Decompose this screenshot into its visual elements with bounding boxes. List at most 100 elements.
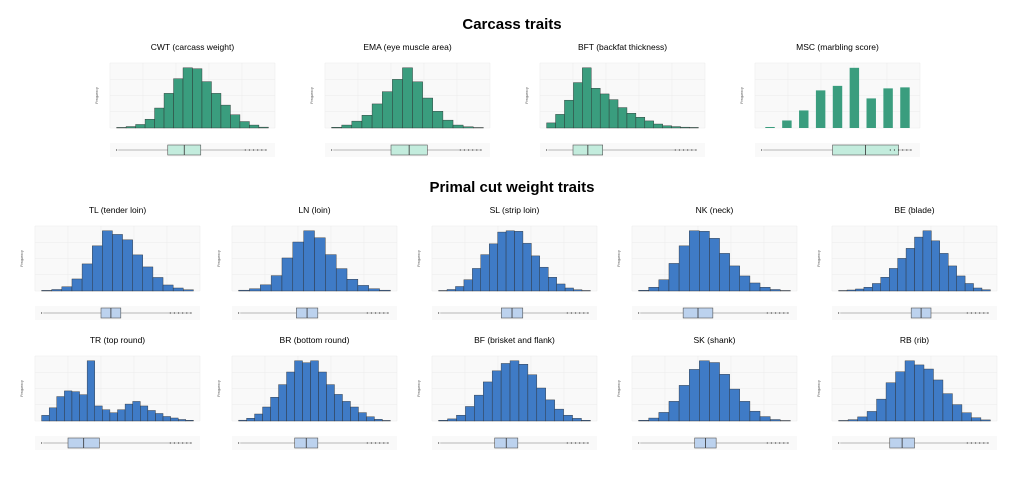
histogram-bar	[699, 231, 710, 292]
outlier-point	[638, 442, 640, 444]
outlier-point	[983, 312, 985, 314]
panel-msc: MSC (marbling score) Frequency	[740, 42, 921, 157]
outlier-point	[783, 312, 785, 314]
panel-be: BE (blade) Frequency	[817, 205, 998, 320]
outlier-point	[587, 312, 589, 314]
outlier-point	[970, 442, 973, 444]
histogram-bar	[132, 401, 141, 422]
histogram-bar	[662, 125, 672, 129]
outlier-point	[370, 312, 373, 314]
histogram-bar	[942, 393, 953, 422]
histogram-bar	[518, 364, 529, 422]
histogram-bar	[178, 419, 187, 422]
histogram-bar	[556, 283, 566, 292]
outlier-point	[687, 149, 689, 151]
y-axis-label: Frequency	[310, 87, 314, 104]
histogram-bar	[41, 415, 50, 422]
outlier-point	[966, 442, 968, 444]
outlier-point	[570, 312, 573, 314]
outlier-point	[987, 312, 989, 314]
outlier-point	[787, 312, 789, 314]
histogram-bar	[883, 88, 893, 128]
histogram-bar	[278, 384, 287, 422]
histogram-bar	[564, 287, 574, 292]
histogram-bar	[866, 411, 877, 422]
panel-ema: EMA (eye muscle area) Frequency	[310, 42, 491, 157]
histogram-bar	[668, 263, 680, 292]
histogram-bar	[71, 278, 83, 292]
outlier-point	[238, 442, 240, 444]
histogram-bar	[79, 394, 88, 422]
histogram-bar	[371, 103, 383, 129]
histogram-bar	[452, 124, 464, 129]
histogram-bar	[94, 405, 103, 422]
histogram-bar	[889, 268, 898, 292]
outlier-point	[383, 312, 385, 314]
panel-tr: TR (top round) Frequency	[20, 335, 201, 450]
histogram-bar	[539, 266, 549, 292]
histogram-bar	[220, 104, 231, 129]
histogram-bar	[292, 241, 304, 292]
histogram-bar	[491, 370, 502, 422]
histogram-bar	[689, 369, 700, 422]
panel-title-cwt: CWT (carcass weight)	[151, 42, 235, 52]
histogram-bar	[382, 420, 391, 422]
histogram-bar	[759, 416, 771, 422]
histogram-bar	[173, 78, 184, 129]
histogram-bar	[709, 362, 720, 422]
histogram-bar	[514, 231, 524, 292]
histogram-bar	[572, 418, 582, 422]
histogram-bar	[455, 286, 465, 292]
outlier-point	[638, 312, 640, 314]
y-axis-label: Frequency	[617, 380, 621, 397]
outlier-point	[787, 442, 789, 444]
histogram-bar	[201, 81, 212, 129]
histogram-bar	[548, 277, 557, 292]
panel-cwt: CWT (carcass weight) Frequency	[95, 42, 276, 157]
histogram-bar	[739, 275, 751, 292]
histogram-bar	[185, 420, 194, 422]
histogram-bar	[51, 289, 63, 292]
outlier-point	[906, 149, 908, 151]
histogram-bar	[422, 97, 433, 129]
outlier-point	[691, 149, 693, 151]
outlier-point	[379, 312, 381, 314]
histogram-bar	[341, 124, 353, 129]
histogram-bar	[172, 287, 184, 292]
outlier-point	[190, 312, 192, 314]
histogram-bar	[573, 82, 583, 129]
histogram-bar	[262, 406, 271, 422]
histogram-bar	[857, 416, 868, 422]
histogram-bar	[254, 413, 263, 422]
histogram-bar	[591, 88, 601, 129]
outlier-point	[583, 312, 585, 314]
outlier-point	[177, 442, 180, 444]
histogram-bar	[964, 283, 974, 292]
histogram-bar	[648, 417, 660, 422]
outlier-point	[979, 312, 981, 314]
outlier-point	[682, 149, 685, 151]
histogram-bar	[863, 287, 873, 292]
histogram-bar	[366, 416, 375, 422]
histogram-bar	[872, 283, 881, 292]
outlier-point	[889, 149, 891, 151]
y-axis-label: Frequency	[817, 250, 821, 267]
outlier-point	[116, 149, 118, 151]
histogram-bar	[270, 397, 279, 422]
histogram-bar	[61, 286, 73, 292]
histogram-bar	[249, 288, 261, 292]
histogram-bar	[914, 236, 924, 292]
histogram-bar	[140, 405, 149, 422]
panel-title-bf: BF (brisket and flank)	[474, 335, 555, 345]
histogram-bar	[351, 120, 363, 129]
outlier-point	[766, 442, 768, 444]
outlier-point	[467, 149, 470, 151]
histogram-bar	[483, 381, 493, 422]
histogram-bar	[152, 277, 164, 292]
outlier-point	[761, 149, 763, 151]
histogram-bar	[368, 288, 380, 292]
histogram-bar	[689, 230, 700, 292]
outlier-point	[579, 312, 581, 314]
